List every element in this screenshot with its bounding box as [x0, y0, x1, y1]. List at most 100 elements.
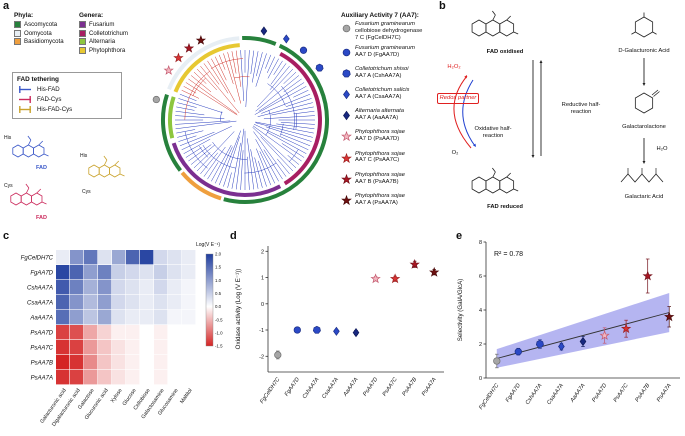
panel-c-label: c	[3, 230, 10, 242]
tree-taxon-markers	[152, 26, 324, 104]
fad-oxidised-label: FAD oxidised	[486, 49, 524, 55]
aa7-legend-title: Auxiliary Activity 7 (AA7):	[341, 12, 419, 19]
color-swatch	[14, 21, 21, 28]
svg-text:FgAA7D: FgAA7D	[284, 377, 301, 398]
fad-tethering-item: His-FAD	[17, 85, 117, 94]
regression-line	[496, 312, 670, 359]
confidence-band	[496, 293, 670, 368]
heatmap-cell	[56, 355, 70, 370]
aa7-legend-item: Fusarium graminearum AA7 D (FgAA7D)	[341, 45, 435, 63]
heatmap-cell	[98, 310, 112, 325]
heatmap-cell	[56, 265, 70, 280]
heatmap-cell	[56, 280, 70, 295]
svg-text:FAD: FAD	[36, 215, 47, 221]
heatmap-cell	[98, 250, 112, 265]
data-point	[342, 24, 351, 33]
heatmap-cell	[126, 280, 140, 295]
svg-text:2.0: 2.0	[215, 252, 222, 257]
heatmap-cell	[126, 325, 140, 340]
heatmap-cell	[56, 325, 70, 340]
aa7-legend-item: Phytophthora sojae AA7 D (PsAA7D)	[341, 129, 435, 147]
heatmap-cell	[56, 295, 70, 310]
heatmap-cell	[154, 250, 168, 265]
tether-glyph-icon	[19, 106, 31, 113]
svg-text:AaAA7A: AaAA7A	[569, 382, 587, 404]
heatmap-cell	[84, 370, 98, 385]
heatmap-cell	[98, 355, 112, 370]
heatmap-cell	[182, 295, 196, 310]
data-point	[183, 42, 195, 53]
data-point	[274, 351, 282, 359]
reaction-scheme-drawing	[453, 10, 664, 194]
heatmap-cell	[84, 325, 98, 340]
heatmap-cell	[70, 265, 84, 280]
fad-reduced-label: FAD reduced	[487, 204, 523, 210]
heatmap-cell	[70, 370, 84, 385]
data-point	[195, 34, 207, 45]
heatmap-cell	[140, 325, 154, 340]
heatmap-cell	[56, 250, 70, 265]
svg-text:AaAA7A: AaAA7A	[29, 316, 53, 322]
panel-d-label: d	[230, 230, 237, 242]
data-point	[299, 46, 308, 54]
diamond-marker-icon	[341, 108, 352, 126]
svg-text:1.5: 1.5	[215, 265, 222, 270]
color-swatch	[79, 38, 86, 45]
chart-body: -2 -1 0 1 2 FgCelDH7C FgAA7D CshAA7A CsaAA7A AaAA…	[235, 246, 444, 405]
data-point	[664, 311, 675, 322]
heatmap-cell	[168, 265, 182, 280]
fad-tethering-legend: FAD tethering His-FAD FAD-Cys His-FAD-Cys	[12, 72, 122, 119]
svg-text:1: 1	[261, 276, 264, 282]
tree-branches	[175, 50, 315, 190]
heatmap-cell	[140, 355, 154, 370]
star-marker-icon	[341, 129, 352, 147]
data-point	[312, 325, 321, 334]
heatmap-cell	[168, 310, 182, 325]
galacturonic-acid-label: D-Galacturonic Acid	[618, 48, 670, 54]
heatmap-cell	[154, 280, 168, 295]
data-point	[315, 63, 324, 72]
data-point	[429, 266, 440, 277]
svg-text:AaAA7A: AaAA7A	[342, 376, 360, 398]
heatmap-cell	[98, 325, 112, 340]
svg-text:-1: -1	[259, 328, 264, 334]
svg-text:PsAA7C: PsAA7C	[30, 346, 53, 352]
scheme-drawing	[453, 10, 664, 194]
heatmap-cell	[168, 370, 182, 385]
phyla-legend-title: Phyla:	[14, 12, 34, 19]
data-point	[342, 69, 351, 78]
diamond-marker-icon	[341, 87, 352, 105]
legend-item-ascomycota: Ascomycota	[14, 21, 64, 28]
selectivity-chart: 0 2 4 6 8 FgCelDH7C FgAA7D CshAA7A CsaAA7A AaAA7A…	[457, 240, 680, 411]
color-swatch	[14, 38, 21, 45]
svg-text:His: His	[4, 135, 12, 141]
panel-a-label: a	[3, 0, 10, 12]
heatmap-cell	[70, 355, 84, 370]
svg-text:FgAA7D: FgAA7D	[30, 271, 53, 277]
data-point	[341, 173, 352, 184]
svg-text:Oxidase activity (Log (V E⁻¹)): Oxidase activity (Log (V E⁻¹))	[235, 269, 242, 350]
svg-text:-0.5: -0.5	[215, 317, 223, 322]
heatmap-cell	[56, 370, 70, 385]
svg-text:PsAA7D: PsAA7D	[30, 331, 53, 337]
fad-structure-drawings: His FAD His Cys Cys FAD	[4, 135, 125, 221]
svg-text:Xylose: Xylose	[110, 388, 124, 405]
svg-text:-1.0: -1.0	[215, 331, 223, 336]
aa7-legend-item: Colletotrichum shisoi AA7 A (CshAA7A)	[341, 66, 435, 84]
svg-text:FgAA7D: FgAA7D	[505, 383, 522, 404]
svg-text:-2: -2	[259, 354, 264, 360]
legend-item-fusarium: Fusarium	[79, 21, 128, 28]
heatmap-cell	[70, 340, 84, 355]
data-point	[409, 258, 420, 269]
aa7-legend: Auxiliary Activity 7 (AA7): Fusarium gra…	[341, 12, 435, 214]
data-point	[389, 273, 401, 284]
heatmap-cell	[154, 370, 168, 385]
heatmap-cell	[168, 355, 182, 370]
fad-structures: His FAD His Cys Cys FAD	[4, 135, 125, 221]
svg-text:FgCelDH7C: FgCelDH7C	[478, 382, 501, 411]
svg-text:FgCelDH7C: FgCelDH7C	[259, 376, 282, 405]
heatmap-cell	[140, 295, 154, 310]
color-swatch	[14, 29, 21, 37]
svg-text:CshAA7A: CshAA7A	[525, 382, 544, 406]
